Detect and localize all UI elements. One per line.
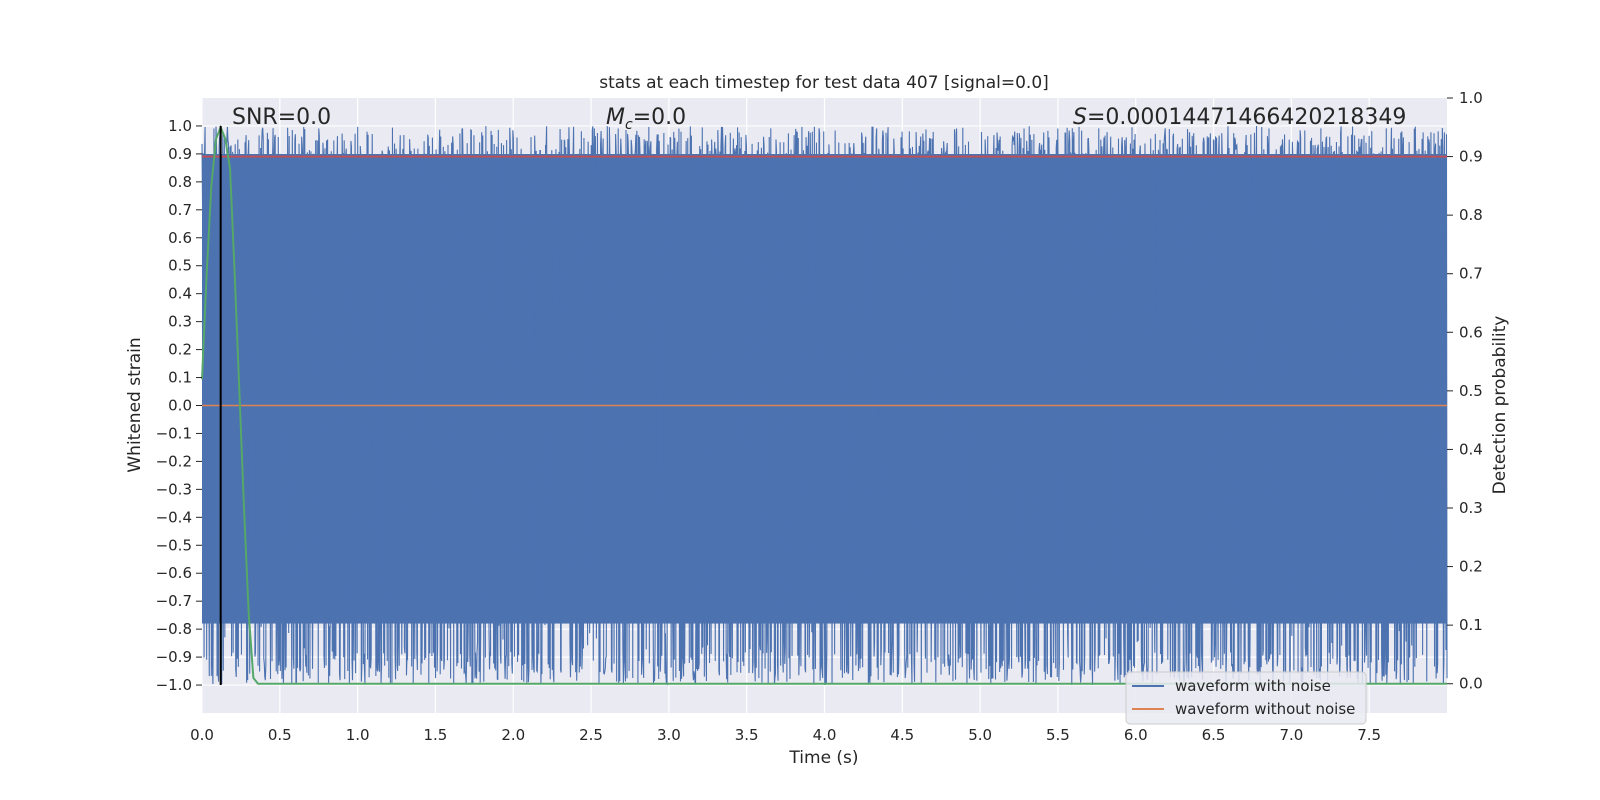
y-tick-label: −0.4 bbox=[156, 508, 192, 526]
x-tick-label: 0.5 bbox=[268, 726, 292, 744]
chart-title: stats at each timestep for test data 407… bbox=[599, 73, 1049, 93]
legend-label-clean: waveform without noise bbox=[1175, 700, 1355, 718]
x-tick-label: 7.5 bbox=[1357, 726, 1381, 744]
x-tick-label: 2.0 bbox=[501, 726, 525, 744]
s-annotation: S=0.00014471466420218349 bbox=[1073, 105, 1406, 130]
x-axis-label: Time (s) bbox=[788, 748, 858, 768]
y-tick-label: −0.1 bbox=[156, 424, 192, 442]
mc-value: =0.0 bbox=[633, 105, 686, 130]
x-tick-label: 0.0 bbox=[190, 726, 214, 744]
y-axis-label: Whitened strain bbox=[125, 337, 145, 472]
y-tick-label: 0.0 bbox=[168, 397, 192, 415]
y2-tick-label: 0.2 bbox=[1459, 558, 1483, 576]
y-tick-label: 0.6 bbox=[168, 229, 192, 247]
y2-tick-label: 0.4 bbox=[1459, 440, 1483, 458]
x-tick-label: 7.0 bbox=[1279, 726, 1303, 744]
y-tick-label: 0.3 bbox=[168, 313, 192, 331]
y-tick-label: −0.9 bbox=[156, 648, 192, 666]
legend: waveform with noise waveform without noi… bbox=[1125, 671, 1367, 725]
y2-tick-label: 0.6 bbox=[1459, 323, 1483, 341]
x-tick-label: 4.0 bbox=[813, 726, 837, 744]
y-tick-label: 0.5 bbox=[168, 257, 192, 275]
s-symbol: S bbox=[1073, 105, 1087, 130]
y-tick-label: −0.8 bbox=[156, 620, 192, 638]
mc-annotation: Mc=0.0 bbox=[606, 105, 686, 133]
detection-probability-line bbox=[201, 124, 1447, 685]
y2-tick-label: 0.8 bbox=[1459, 206, 1483, 224]
x-tick-label: 2.5 bbox=[579, 726, 603, 744]
y-tick-label: −0.3 bbox=[156, 480, 192, 498]
y-tick-label: 1.0 bbox=[168, 117, 192, 135]
y-tick-label: −0.7 bbox=[156, 592, 192, 610]
mc-subscript: c bbox=[625, 117, 633, 133]
y-tick-label: 0.8 bbox=[168, 173, 192, 191]
y2-tick-label: 0.9 bbox=[1459, 148, 1483, 166]
x-tick-label: 4.5 bbox=[890, 726, 914, 744]
x-tick-label: 1.5 bbox=[424, 726, 448, 744]
x-tick-label: 3.5 bbox=[735, 726, 759, 744]
y-tick-label: 0.9 bbox=[168, 145, 192, 163]
overlays bbox=[201, 124, 1447, 686]
noise-line bbox=[201, 126, 1448, 686]
y-tick-label: 0.7 bbox=[168, 201, 192, 219]
y2-tick-label: 0.3 bbox=[1459, 499, 1483, 517]
y2-tick-label: 0.0 bbox=[1459, 675, 1483, 693]
x-tick-label: 1.0 bbox=[346, 726, 370, 744]
x-tick-label: 6.5 bbox=[1202, 726, 1226, 744]
s-value: =0.00014471466420218349 bbox=[1087, 105, 1406, 130]
y-tick-label: −0.5 bbox=[156, 536, 192, 554]
y-tick-label: 0.2 bbox=[168, 341, 192, 359]
x-tick-label: 3.0 bbox=[657, 726, 681, 744]
noise-series bbox=[201, 126, 1448, 686]
y-tick-label: 0.1 bbox=[168, 369, 192, 387]
y-tick-label: 0.4 bbox=[168, 285, 192, 303]
legend-label-noise: waveform with noise bbox=[1175, 677, 1331, 695]
mc-symbol: M bbox=[606, 105, 625, 130]
y2-axis-label: Detection probability bbox=[1490, 316, 1510, 495]
legend-box bbox=[1125, 671, 1367, 725]
y2-tick-label: 0.7 bbox=[1459, 265, 1483, 283]
x-tick-label: 5.0 bbox=[968, 726, 992, 744]
snr-annotation: SNR=0.0 bbox=[232, 105, 331, 130]
y2-tick-label: 1.0 bbox=[1459, 89, 1483, 107]
y-tick-label: −1.0 bbox=[156, 676, 192, 694]
y-tick-label: −0.6 bbox=[156, 564, 192, 582]
x-tick-label: 5.5 bbox=[1046, 726, 1070, 744]
y2-tick-label: 0.5 bbox=[1459, 382, 1483, 400]
x-tick-label: 6.0 bbox=[1124, 726, 1148, 744]
y-tick-label: −0.2 bbox=[156, 452, 192, 470]
axes: 0.0 0.5 1.0 1.5 2.0 2.5 3.0 3.5 4.0 4.5 5.0 5.5 6.0 6… bbox=[156, 89, 1483, 744]
y2-tick-label: 0.1 bbox=[1459, 616, 1483, 634]
